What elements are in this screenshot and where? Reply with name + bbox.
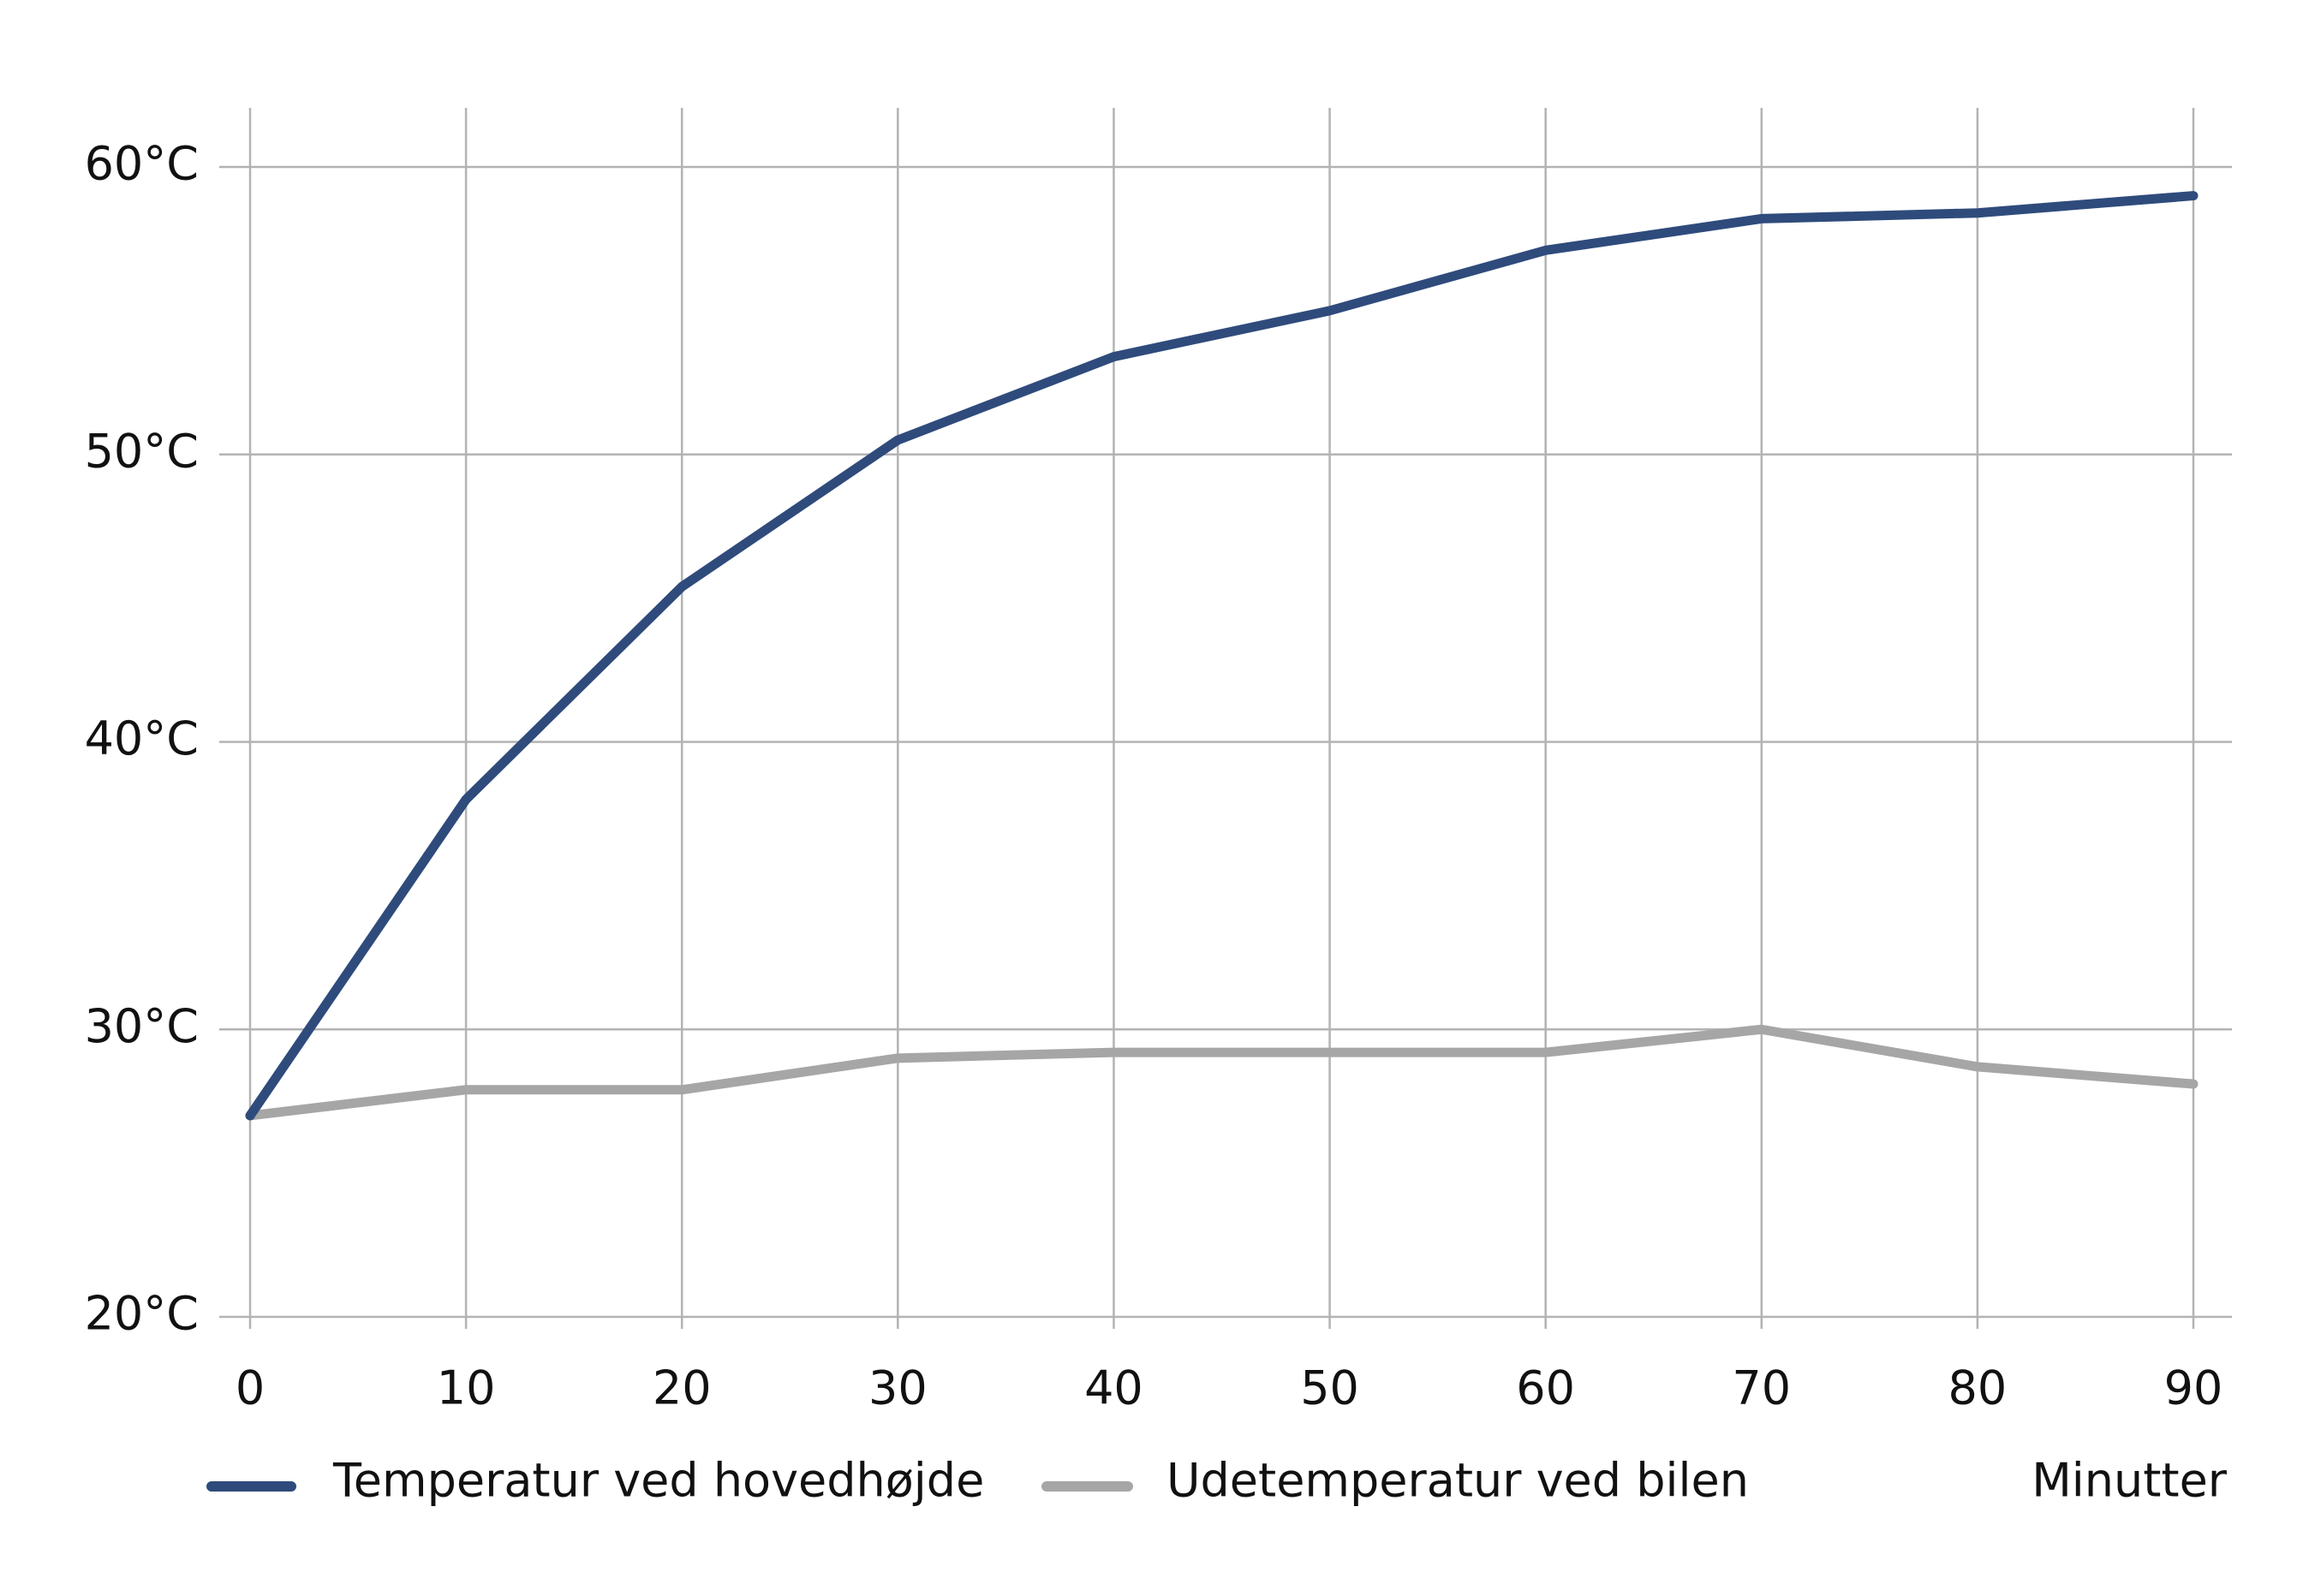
x-tick-label: 70 (1732, 1361, 1791, 1415)
x-tick-label: 40 (1084, 1361, 1143, 1415)
x-tick-label: 10 (437, 1361, 496, 1415)
x-tick-label: 50 (1300, 1361, 1359, 1415)
y-tick-label: 20°C (85, 1287, 199, 1341)
legend-label: Temperatur ved hovedhøjde (332, 1454, 984, 1508)
x-tick-label: 90 (2164, 1361, 2223, 1415)
y-tick-label: 40°C (85, 712, 199, 765)
x-tick-label: 0 (236, 1361, 265, 1415)
series-line (245, 191, 2199, 1121)
y-tick-label: 50°C (85, 424, 199, 478)
y-tick-label: 60°C (85, 137, 199, 191)
x-axis-label: Minutter (2032, 1454, 2228, 1508)
y-tick-label: 30°C (85, 999, 199, 1053)
x-tick-label: 80 (1948, 1361, 2008, 1415)
x-tick-label: 30 (868, 1361, 928, 1415)
legend-label: Udetemperatur ved bilen (1166, 1454, 1749, 1508)
series-line (245, 1024, 2199, 1121)
x-tick-label: 60 (1516, 1361, 1575, 1415)
x-tick-label: 20 (653, 1361, 712, 1415)
